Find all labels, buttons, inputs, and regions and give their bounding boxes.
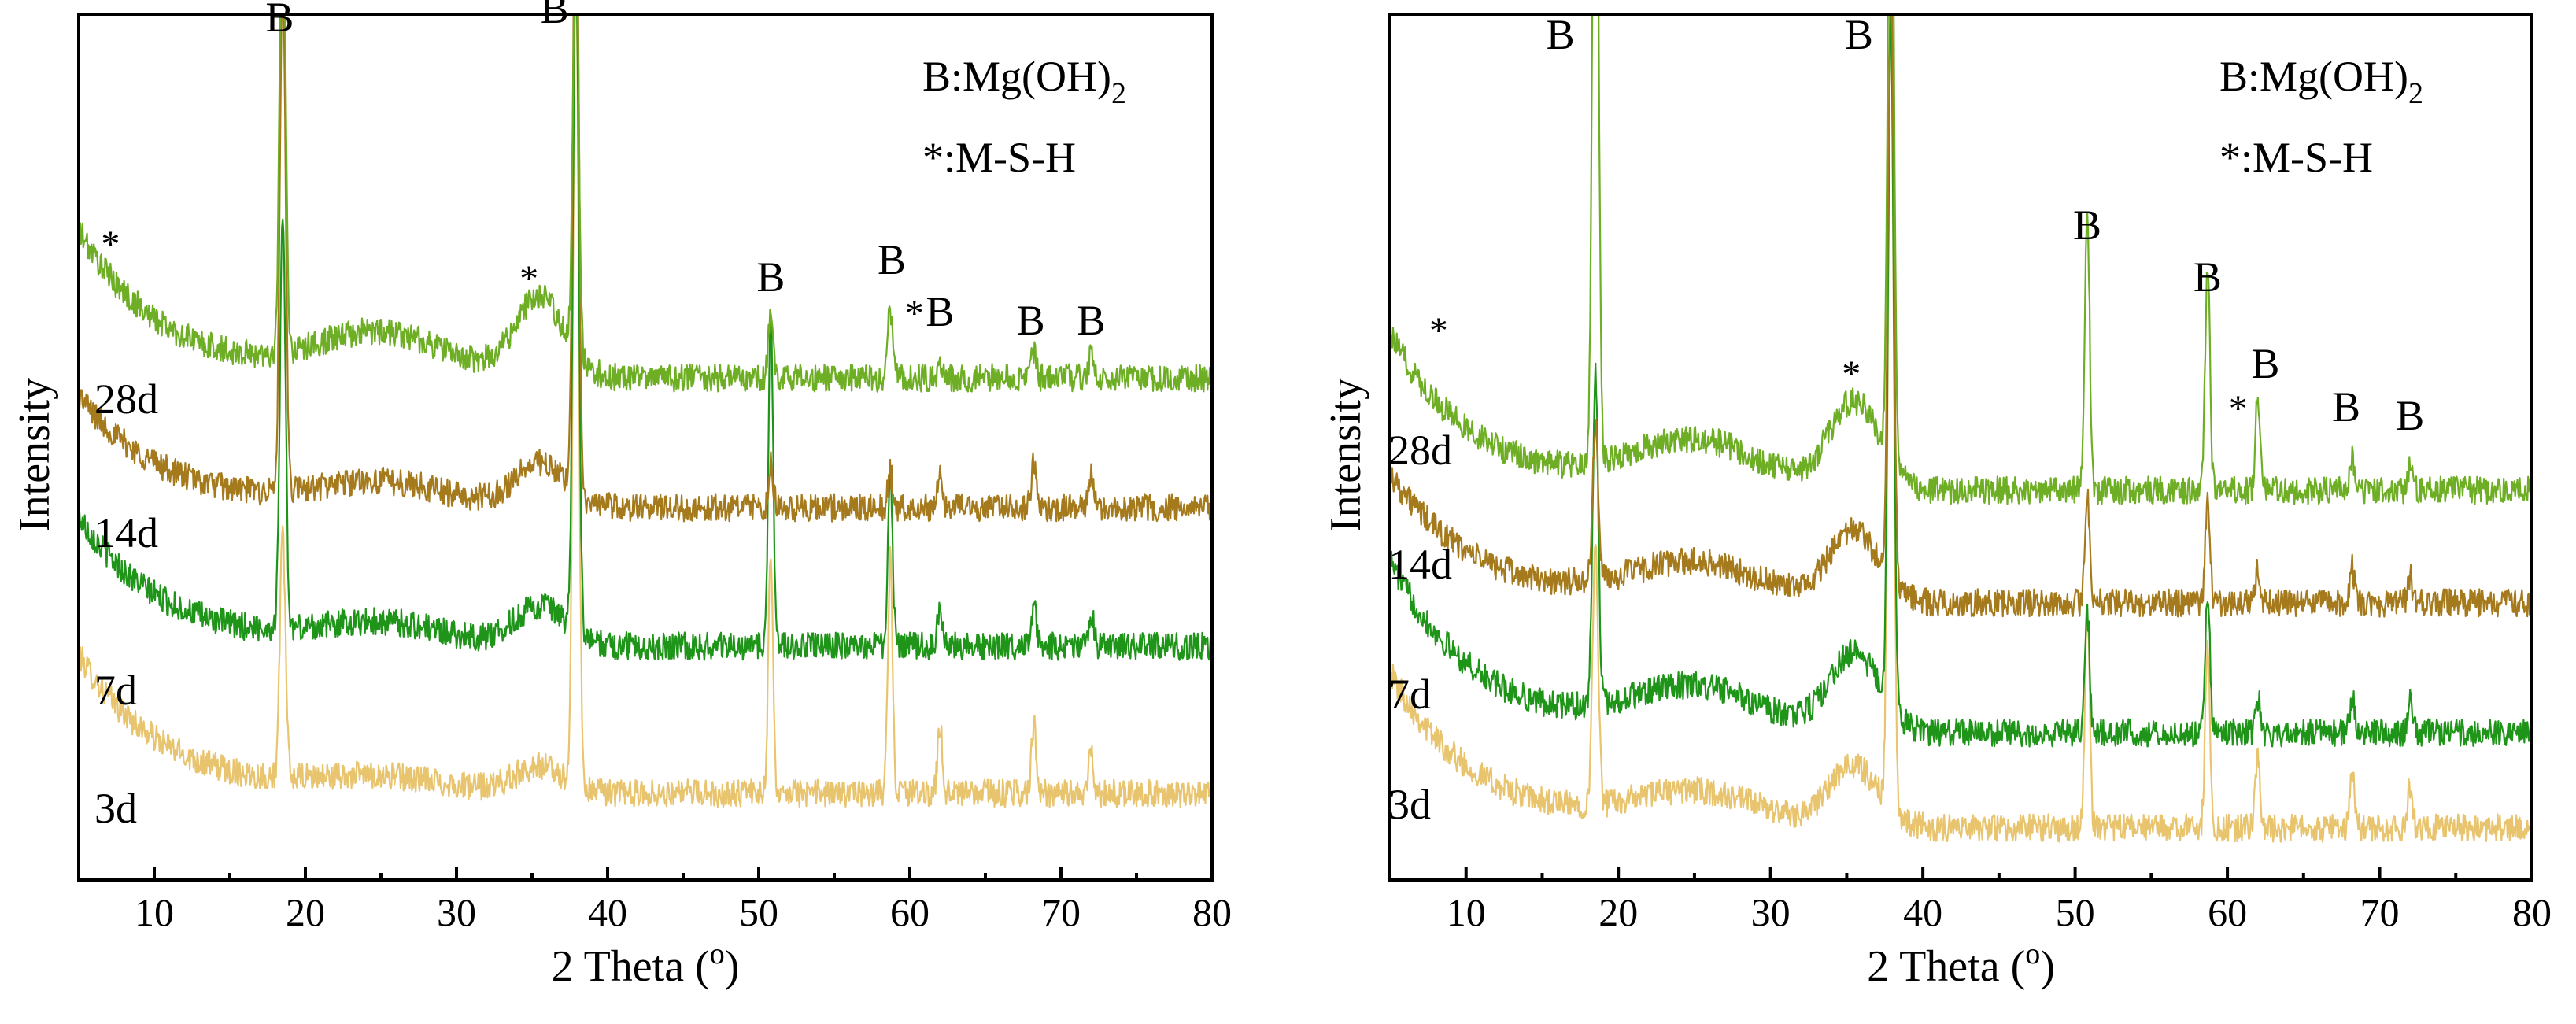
series-line-3d (1390, 16, 2532, 843)
series-line-28d (1390, 14, 2532, 505)
x-axis-label: 2 Theta (o) (1867, 937, 2055, 991)
brucite-peak-label: B (541, 0, 569, 32)
brucite-peak-label: B (1845, 11, 1873, 58)
msh-marker: * (1842, 353, 1861, 395)
x-tick-label-40: 40 (588, 890, 627, 934)
axes-frame (77, 13, 1214, 882)
plot-area (1390, 14, 2532, 843)
msh-marker: * (2229, 388, 2248, 430)
brucite-peak-label: B (1017, 297, 1045, 344)
msh-marker: * (519, 258, 538, 300)
series-label-28d: 28d (1388, 427, 1452, 474)
y-axis-label: Intensity (10, 378, 59, 532)
x-tick-label-60: 60 (890, 890, 930, 934)
x-tick-label-10: 10 (1447, 890, 1486, 934)
x-tick-label-70: 70 (2360, 890, 2400, 934)
legend-msh: *:M-S-H (2219, 134, 2373, 181)
x-tick-label-80: 80 (1192, 890, 1232, 934)
x-tick-label-20: 20 (1598, 890, 1638, 934)
series-label-28d: 28d (94, 375, 158, 423)
brucite-peak-label: B (2193, 253, 2222, 301)
brucite-peak-label: B (2073, 201, 2101, 249)
brucite-peak-label: B (756, 253, 785, 301)
x-tick-label-10: 10 (135, 890, 174, 934)
series-label-3d: 3d (94, 785, 137, 832)
x-tick-label-20: 20 (286, 890, 325, 934)
series-line-7d (79, 14, 1212, 661)
msh-marker: * (1429, 310, 1448, 352)
legend-mg-oh2: B:Mg(OH)2 (2219, 53, 2423, 110)
series-label-3d: 3d (1388, 781, 1431, 828)
series-line-14d (1390, 14, 2532, 618)
x-tick-label-60: 60 (2208, 890, 2247, 934)
x-tick-label-80: 80 (2512, 890, 2552, 934)
brucite-peak-label: B (2251, 340, 2279, 387)
series-line-28d (79, 14, 1212, 393)
legend-msh: *:M-S-H (922, 134, 1076, 181)
y-axis-label: Intensity (1321, 378, 1370, 532)
brucite-peak-label: B (1547, 11, 1575, 58)
axes-frame (1388, 13, 2533, 882)
plot-area (79, 14, 1212, 808)
brucite-peak-label: B (1077, 297, 1105, 344)
msh-marker: * (101, 224, 120, 265)
x-tick-label-30: 30 (1751, 890, 1791, 934)
brucite-peak-label: B (2396, 392, 2424, 439)
x-tick-label-50: 50 (739, 890, 778, 934)
msh-marker: * (905, 293, 924, 335)
xrd-chart-left: 10 20 30 40 50 60 70 80 2 Theta (o) Intensity B:Mg… (10, 0, 1232, 991)
series-label-7d: 7d (94, 667, 137, 714)
xrd-chart-right: 10 20 30 40 50 60 70 80 2 Theta (o) Intensity B:Mg… (1321, 11, 2552, 991)
x-tick-label-50: 50 (2056, 890, 2095, 934)
x-tick-label-30: 30 (437, 890, 476, 934)
series-label-14d: 14d (1388, 541, 1452, 588)
brucite-peak-label: B (926, 288, 954, 335)
x-tick-label-40: 40 (1903, 890, 1942, 934)
series-line-7d (1390, 14, 2532, 748)
x-tick-label-70: 70 (1041, 890, 1081, 934)
series-line-14d (79, 14, 1212, 523)
legend-mg-oh2: B:Mg(OH)2 (922, 53, 1126, 110)
x-axis-label: 2 Theta (o) (552, 937, 740, 991)
brucite-peak-label: B (2332, 383, 2360, 431)
brucite-peak-label: B (878, 236, 906, 283)
brucite-peak-label: B (265, 0, 294, 41)
series-line-3d (79, 14, 1212, 808)
series-label-14d: 14d (94, 509, 158, 556)
series-label-7d: 7d (1388, 671, 1431, 718)
